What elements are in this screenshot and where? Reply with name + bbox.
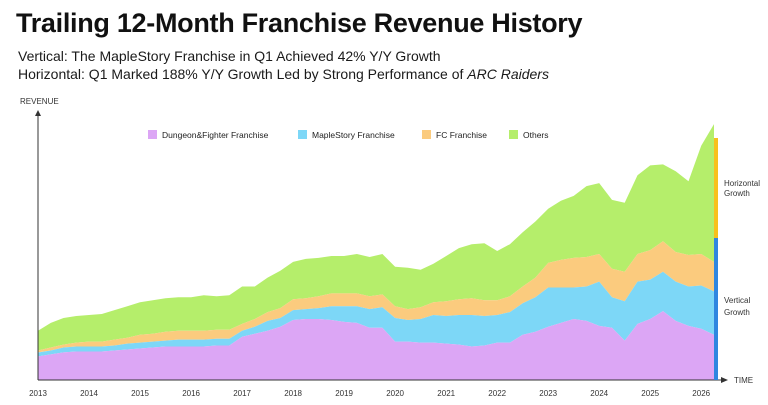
legend-item-dungeon-fighter-franchise: Dungeon&Fighter Franchise — [148, 130, 269, 140]
legend-swatch — [298, 130, 307, 139]
legend-swatch — [422, 130, 431, 139]
stacked-areas — [38, 124, 714, 380]
area-dungeon-fighter-franchise — [38, 311, 714, 380]
y-axis-arrow — [35, 110, 41, 116]
legend-swatch — [509, 130, 518, 139]
subtitle-vertical: Vertical: The MapleStory Franchise in Q1… — [18, 48, 441, 64]
vertical-growth-label-2: Growth — [724, 308, 750, 317]
legend: Dungeon&Fighter Franchise MapleStory Fran… — [148, 130, 549, 140]
x-tick-2024: 2024 — [590, 389, 608, 398]
subtitle-horizontal: Horizontal: Q1 Marked 188% Y/Y Growth Le… — [18, 66, 549, 82]
subtitle-horizontal-text: Horizontal: Q1 Marked 188% Y/Y Growth Le… — [18, 66, 468, 82]
legend-label: Others — [523, 130, 549, 140]
legend-item-fc-franchise: FC Franchise — [422, 130, 487, 140]
legend-label: FC Franchise — [436, 130, 487, 140]
growth-annotations: Horizontal Growth Vertical Growth — [714, 138, 760, 380]
horizontal-growth-bar — [714, 138, 718, 238]
axes: REVENUE TIME — [20, 97, 753, 385]
subtitle-game-name: ARC Raiders — [467, 66, 549, 82]
legend-swatch — [148, 130, 157, 139]
y-axis-label: REVENUE — [20, 97, 59, 106]
legend-item-maplestory-franchise: MapleStory Franchise — [298, 130, 395, 140]
area-maplestory-franchise — [38, 271, 714, 357]
legend-label: MapleStory Franchise — [312, 130, 395, 140]
area-others — [38, 124, 714, 351]
x-tick-2018: 2018 — [284, 389, 302, 398]
vertical-growth-label-1: Vertical — [724, 296, 750, 305]
x-tick-2019: 2019 — [335, 389, 353, 398]
vertical-growth-bar — [714, 238, 718, 380]
x-tick-2020: 2020 — [386, 389, 404, 398]
x-tick-2015: 2015 — [131, 389, 149, 398]
x-axis-label: TIME — [734, 376, 753, 385]
legend-item-others: Others — [509, 130, 549, 140]
horizontal-growth-label-1: Horizontal — [724, 179, 760, 188]
area-fc-franchise — [38, 241, 714, 353]
x-tick-2025: 2025 — [641, 389, 659, 398]
x-tick-2013: 2013 — [29, 389, 47, 398]
page-title: Trailing 12-Month Franchise Revenue Hist… — [16, 8, 583, 38]
x-tick-2026: 2026 — [692, 389, 710, 398]
x-axis-arrow — [721, 377, 728, 383]
x-tick-2017: 2017 — [233, 389, 251, 398]
x-tick-2016: 2016 — [182, 389, 200, 398]
legend-label: Dungeon&Fighter Franchise — [162, 130, 269, 140]
x-tick-2022: 2022 — [488, 389, 506, 398]
horizontal-growth-label-2: Growth — [724, 189, 750, 198]
x-tick-2021: 2021 — [437, 389, 455, 398]
x-tick-2023: 2023 — [539, 389, 557, 398]
x-tick-2014: 2014 — [80, 389, 98, 398]
x-tick-labels: 2013 2014 2015 2016 2017 2018 2019 2020 2021 2022… — [29, 389, 711, 398]
